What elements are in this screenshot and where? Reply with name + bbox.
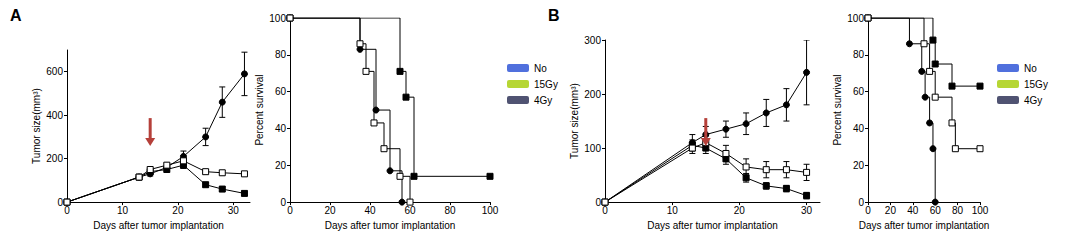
svg-text:Days after tumor implantation: Days after tumor implantation xyxy=(859,220,990,231)
svg-text:60: 60 xyxy=(853,86,865,97)
svg-text:40: 40 xyxy=(853,123,865,134)
svg-text:60: 60 xyxy=(404,205,416,216)
svg-text:0: 0 xyxy=(64,205,70,216)
svg-text:100: 100 xyxy=(584,143,601,154)
svg-text:100: 100 xyxy=(482,205,499,216)
svg-text:No: No xyxy=(1024,63,1037,74)
svg-text:20: 20 xyxy=(885,205,897,216)
svg-text:Tumor size(mm³): Tumor size(mm³) xyxy=(31,88,42,164)
svg-text:0: 0 xyxy=(57,197,63,208)
svg-text:20: 20 xyxy=(853,160,865,171)
svg-text:400: 400 xyxy=(46,110,63,121)
svg-text:80: 80 xyxy=(952,205,964,216)
svg-text:600: 600 xyxy=(46,66,63,77)
svg-text:10: 10 xyxy=(667,205,679,216)
svg-text:60: 60 xyxy=(275,86,287,97)
svg-text:0: 0 xyxy=(602,205,608,216)
svg-text:B: B xyxy=(548,7,560,24)
svg-text:40: 40 xyxy=(907,205,919,216)
svg-text:Days after tumor implantation: Days after tumor implantation xyxy=(647,220,778,231)
svg-text:40: 40 xyxy=(275,123,287,134)
svg-text:4Gy: 4Gy xyxy=(534,95,552,106)
svg-text:200: 200 xyxy=(584,89,601,100)
svg-text:0: 0 xyxy=(858,197,864,208)
svg-text:0: 0 xyxy=(595,197,601,208)
svg-text:20: 20 xyxy=(172,205,184,216)
svg-text:100: 100 xyxy=(972,205,989,216)
svg-text:40: 40 xyxy=(364,205,376,216)
svg-text:A: A xyxy=(10,7,22,24)
svg-text:30: 30 xyxy=(228,205,240,216)
svg-text:Days after tumor implantation: Days after tumor implantation xyxy=(93,220,224,231)
svg-text:20: 20 xyxy=(324,205,336,216)
svg-text:80: 80 xyxy=(444,205,456,216)
svg-text:20: 20 xyxy=(734,205,746,216)
svg-text:Days after tumor implantation: Days after tumor implantation xyxy=(325,220,456,231)
svg-text:100: 100 xyxy=(269,13,286,24)
svg-text:Percent survival: Percent survival xyxy=(832,74,843,145)
svg-text:15Gy: 15Gy xyxy=(534,79,558,90)
svg-text:60: 60 xyxy=(930,205,942,216)
svg-text:4Gy: 4Gy xyxy=(1024,95,1042,106)
svg-text:100: 100 xyxy=(847,13,864,24)
svg-text:80: 80 xyxy=(275,49,287,60)
svg-text:Percent survival: Percent survival xyxy=(254,74,265,145)
svg-text:Tumor size(mm³): Tumor size(mm³) xyxy=(569,83,580,159)
svg-text:30: 30 xyxy=(801,205,813,216)
svg-text:0: 0 xyxy=(865,205,871,216)
svg-text:0: 0 xyxy=(287,205,293,216)
svg-text:10: 10 xyxy=(117,205,129,216)
svg-text:200: 200 xyxy=(46,153,63,164)
svg-text:80: 80 xyxy=(853,49,865,60)
svg-text:No: No xyxy=(534,63,547,74)
svg-text:300: 300 xyxy=(584,35,601,46)
svg-text:20: 20 xyxy=(275,160,287,171)
svg-text:15Gy: 15Gy xyxy=(1024,79,1048,90)
svg-text:0: 0 xyxy=(280,197,286,208)
